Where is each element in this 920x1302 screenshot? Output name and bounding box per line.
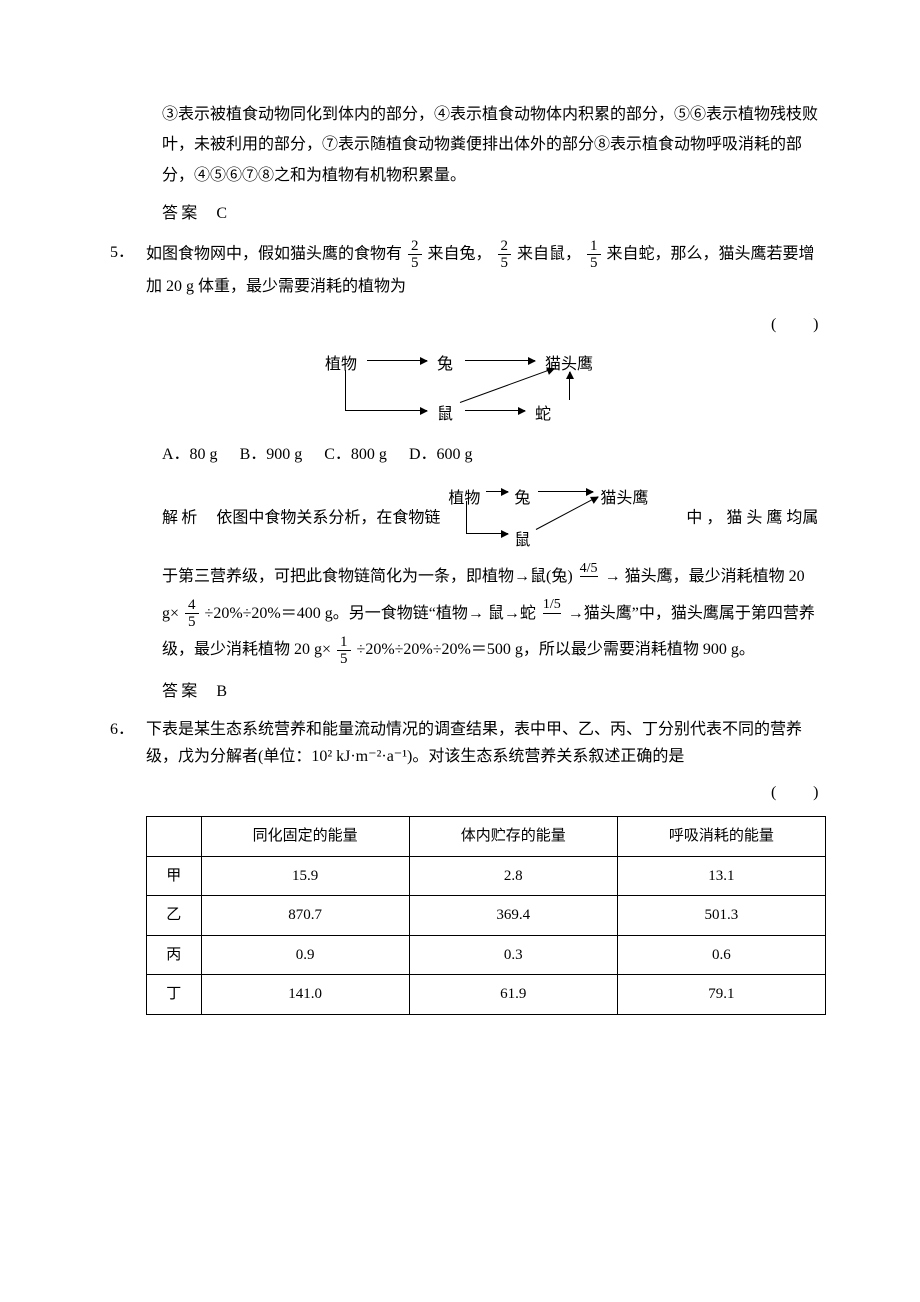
q5-ana-a: 依图中食物关系分析，在食物链 [216,509,440,526]
arrow-mouse-snake [465,410,525,411]
node-snake: 蛇 [535,400,551,430]
arrow-plant-rabbit [367,360,427,361]
table-header-row: 同化固定的能量 体内贮存的能量 呼吸消耗的能量 [147,817,826,857]
arrow-mouse-owl [460,368,554,403]
analysis-label: 解析 [162,509,200,526]
opt-a: A．80 g [162,446,218,463]
table-cell: 870.7 [201,896,409,936]
table-cell: 丙 [147,935,202,975]
table-row: 丁141.061.979.1 [147,975,826,1015]
q5-stem-a: 如图食物网中，假如猫头鹰的食物有 [146,245,402,262]
q5: 5． 如图食物网中，假如猫头鹰的食物有 25 来自兔， 25 来自鼠， 15 来… [110,238,820,302]
arrow-rabbit-owl [465,360,535,361]
table-cell: 0.9 [201,935,409,975]
q5-analysis: 解析 依图中食物关系分析，在食物链 植物 兔 猫头鹰 鼠 中 ， 猫 头 鹰 均… [110,479,820,669]
q4-answer-row: 答案 C [110,199,820,229]
table-cell: 甲 [147,856,202,896]
q5-options: A．80 g B．900 g C．800 g D．600 g [110,440,820,470]
q4-answer-value: C [216,205,227,222]
th-resp: 呼吸消耗的能量 [617,817,825,857]
opt-b: B．900 g [240,446,303,463]
q5-stem-c: 来自鼠， [517,245,581,262]
frac-2-5-a: 25 [408,238,422,272]
table-cell: 369.4 [409,896,617,936]
q6-energy-table: 同化固定的能量 体内贮存的能量 呼吸消耗的能量 甲15.92.813.1乙870… [146,816,826,1015]
q5-stem-b: 来自兔， [428,245,492,262]
opt-c: C．800 g [324,446,387,463]
paren-slot: ( ) [771,310,820,340]
table-cell: 61.9 [409,975,617,1015]
table-cell: 13.1 [617,856,825,896]
table-cell: 15.9 [201,856,409,896]
q6-paren-row: ( ) [110,778,820,808]
table-cell: 乙 [147,896,202,936]
table-cell: 141.0 [201,975,409,1015]
q5-inline-diagram: 植物 兔 猫头鹰 鼠 [448,479,678,559]
th-assim: 同化固定的能量 [201,817,409,857]
table-cell: 2.8 [409,856,617,896]
table-cell: 501.3 [617,896,825,936]
frac-1-5: 15 [587,238,601,272]
answer-label: 答案 [162,683,200,700]
q5-answer-row: 答案 B [110,677,820,707]
answer-label: 答案 [162,205,200,222]
q5-num: 5． [110,238,146,268]
arrow-plant-mouse [345,410,427,411]
node-plant: 植物 [325,350,357,380]
q4-para: ③表示被植食动物同化到体内的部分，④表示植食动物体内积累的部分，⑤⑥表示植物残枝… [162,100,820,191]
q6: 6． 下表是某生态系统营养和能量流动情况的调查结果，表中甲、乙、丙、丁分别代表不… [110,716,820,770]
arrow-snake-owl [569,372,570,400]
q4-explanation: ③表示被植食动物同化到体内的部分，④表示植食动物体内积累的部分，⑤⑥表示植物残枝… [110,100,820,191]
node-mouse: 鼠 [437,400,453,430]
frac-4-5: 45 [185,597,199,631]
label-1-5: 1/5 [543,597,561,630]
table-cell: 0.6 [617,935,825,975]
opt-d: D．600 g [409,446,473,463]
table-row: 甲15.92.813.1 [147,856,826,896]
label-4-5: 4/5 [580,561,598,594]
node-rabbit: 兔 [437,350,453,380]
line-plant-down [345,370,346,410]
q5-paren-row: ( ) [110,310,820,340]
q5-ana-d: ÷20%÷20%＝400 g。另一食物链“植物→ 鼠→蛇 [205,605,536,622]
q5-foodweb-diagram: 植物 兔 猫头鹰 鼠 蛇 [150,350,820,430]
frac-1-5-b: 15 [337,634,351,668]
table-body: 甲15.92.813.1乙870.7369.4501.3丙0.90.30.6丁1… [147,856,826,1014]
table-row: 丙0.90.30.6 [147,935,826,975]
table-cell: 79.1 [617,975,825,1015]
paren-slot: ( ) [771,778,820,808]
q6-stem: 下表是某生态系统营养和能量流动情况的调查结果，表中甲、乙、丙、丁分别代表不同的营… [146,721,802,765]
table-row: 乙870.7369.4501.3 [147,896,826,936]
frac-2-5-b: 25 [498,238,512,272]
th-store: 体内贮存的能量 [409,817,617,857]
q5-ana-f: ÷20%÷20%÷20%＝500 g，所以最少需要消耗植物 900 g。 [357,641,755,658]
th-blank [147,817,202,857]
table-cell: 丁 [147,975,202,1015]
q5-answer-value: B [216,683,227,700]
q6-num: 6． [110,716,146,743]
table-cell: 0.3 [409,935,617,975]
